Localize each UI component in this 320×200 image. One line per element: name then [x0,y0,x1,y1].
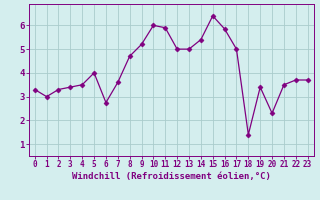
X-axis label: Windchill (Refroidissement éolien,°C): Windchill (Refroidissement éolien,°C) [72,172,271,181]
